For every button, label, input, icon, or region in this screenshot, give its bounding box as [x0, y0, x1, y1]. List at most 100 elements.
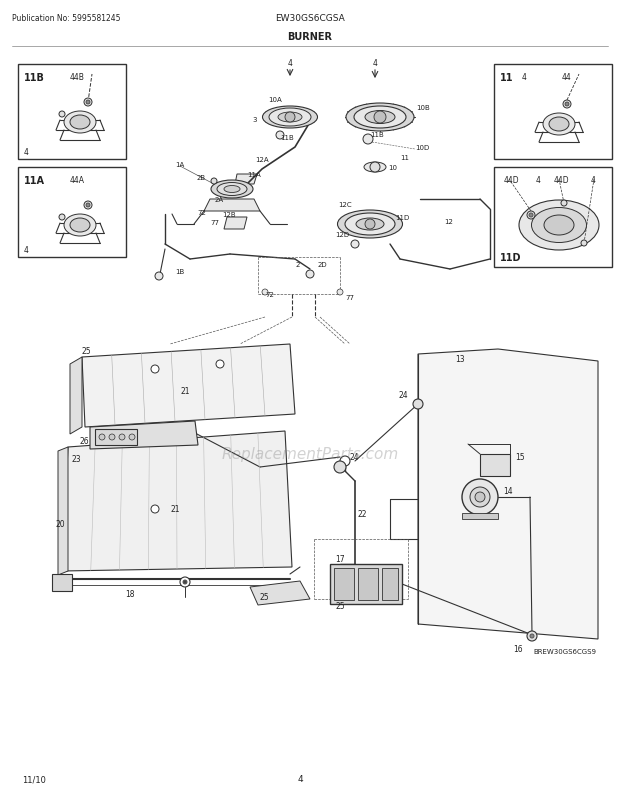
Circle shape: [581, 241, 587, 247]
Circle shape: [183, 581, 187, 585]
Bar: [494, 168, 612, 268]
Text: 11B: 11B: [370, 132, 384, 138]
Circle shape: [119, 435, 125, 440]
Circle shape: [475, 492, 485, 502]
Ellipse shape: [262, 107, 317, 129]
Ellipse shape: [345, 214, 395, 236]
Polygon shape: [70, 358, 82, 435]
Circle shape: [109, 435, 115, 440]
Text: 72: 72: [197, 210, 206, 216]
Text: 2B: 2B: [197, 175, 206, 180]
Circle shape: [216, 361, 224, 369]
Bar: [18, 65, 126, 160]
Text: 23: 23: [72, 455, 82, 464]
Text: 2: 2: [296, 261, 300, 268]
Bar: [330, 565, 402, 604]
Text: 10A: 10A: [268, 97, 281, 103]
Text: 12D: 12D: [335, 232, 349, 237]
Text: Publication No: 5995581245: Publication No: 5995581245: [12, 14, 120, 23]
Text: 11/10: 11/10: [22, 775, 46, 784]
Text: 77: 77: [210, 220, 219, 225]
Text: 11B: 11B: [24, 73, 45, 83]
Circle shape: [470, 488, 490, 508]
Circle shape: [155, 273, 163, 281]
Text: 25: 25: [335, 602, 345, 611]
Text: 44: 44: [562, 73, 572, 82]
Ellipse shape: [64, 111, 96, 134]
Text: 11A: 11A: [24, 176, 45, 186]
Ellipse shape: [543, 114, 575, 136]
Text: 16: 16: [513, 645, 523, 654]
Text: 77: 77: [345, 294, 354, 301]
Ellipse shape: [364, 163, 386, 172]
Ellipse shape: [544, 216, 574, 236]
Circle shape: [365, 220, 375, 229]
Text: 15: 15: [515, 453, 525, 462]
Text: 4: 4: [373, 59, 378, 67]
Text: 4: 4: [591, 176, 596, 184]
Text: 11A: 11A: [247, 172, 261, 178]
Circle shape: [151, 366, 159, 374]
Circle shape: [334, 461, 346, 473]
Text: 24: 24: [399, 391, 408, 400]
Text: 4: 4: [24, 245, 29, 255]
Text: 10D: 10D: [415, 145, 429, 151]
Text: 25: 25: [82, 347, 92, 356]
Ellipse shape: [531, 209, 587, 243]
Circle shape: [340, 456, 350, 467]
Text: 12C: 12C: [338, 202, 352, 208]
Text: 44D: 44D: [504, 176, 520, 184]
Polygon shape: [62, 431, 292, 571]
Text: 14: 14: [503, 487, 513, 496]
Text: 4: 4: [288, 59, 293, 67]
Ellipse shape: [269, 109, 311, 127]
Circle shape: [262, 290, 268, 296]
Circle shape: [530, 634, 534, 638]
Ellipse shape: [224, 186, 240, 193]
Text: 17: 17: [335, 555, 345, 564]
Polygon shape: [418, 350, 598, 639]
Text: 25: 25: [259, 593, 269, 602]
Circle shape: [462, 480, 498, 516]
Circle shape: [413, 399, 423, 410]
Bar: [382, 569, 398, 600]
Ellipse shape: [70, 115, 90, 130]
Text: 12B: 12B: [222, 212, 236, 217]
Ellipse shape: [365, 111, 395, 124]
Text: 24: 24: [350, 453, 360, 462]
Ellipse shape: [354, 107, 406, 129]
Circle shape: [84, 99, 92, 107]
Text: 2D: 2D: [318, 261, 327, 268]
Text: BREW30GS6CGS9: BREW30GS6CGS9: [533, 648, 596, 654]
Ellipse shape: [519, 200, 599, 251]
Text: BURNER: BURNER: [288, 32, 332, 42]
Circle shape: [99, 435, 105, 440]
Text: 4: 4: [24, 148, 29, 157]
Bar: [480, 455, 510, 476]
Ellipse shape: [217, 184, 247, 196]
Ellipse shape: [356, 219, 384, 231]
Text: 3: 3: [253, 117, 257, 123]
Polygon shape: [90, 422, 198, 449]
Text: 4: 4: [536, 176, 541, 184]
Circle shape: [129, 435, 135, 440]
Text: 11: 11: [500, 73, 513, 83]
Bar: [18, 168, 126, 257]
Text: 11D: 11D: [395, 215, 409, 221]
Text: ReplacementParts.com: ReplacementParts.com: [221, 447, 399, 462]
Ellipse shape: [549, 118, 569, 132]
Ellipse shape: [64, 215, 96, 237]
Text: 44B: 44B: [70, 73, 85, 82]
Polygon shape: [82, 345, 295, 427]
Text: 10B: 10B: [416, 105, 430, 111]
Text: 21: 21: [170, 505, 180, 514]
Circle shape: [276, 132, 284, 140]
Circle shape: [529, 214, 533, 217]
Text: 11B: 11B: [280, 135, 294, 141]
Circle shape: [151, 505, 159, 513]
Circle shape: [351, 241, 359, 249]
Text: 22: 22: [358, 510, 368, 519]
Text: 21: 21: [180, 387, 190, 396]
Text: 44D: 44D: [554, 176, 570, 184]
Circle shape: [84, 202, 92, 210]
